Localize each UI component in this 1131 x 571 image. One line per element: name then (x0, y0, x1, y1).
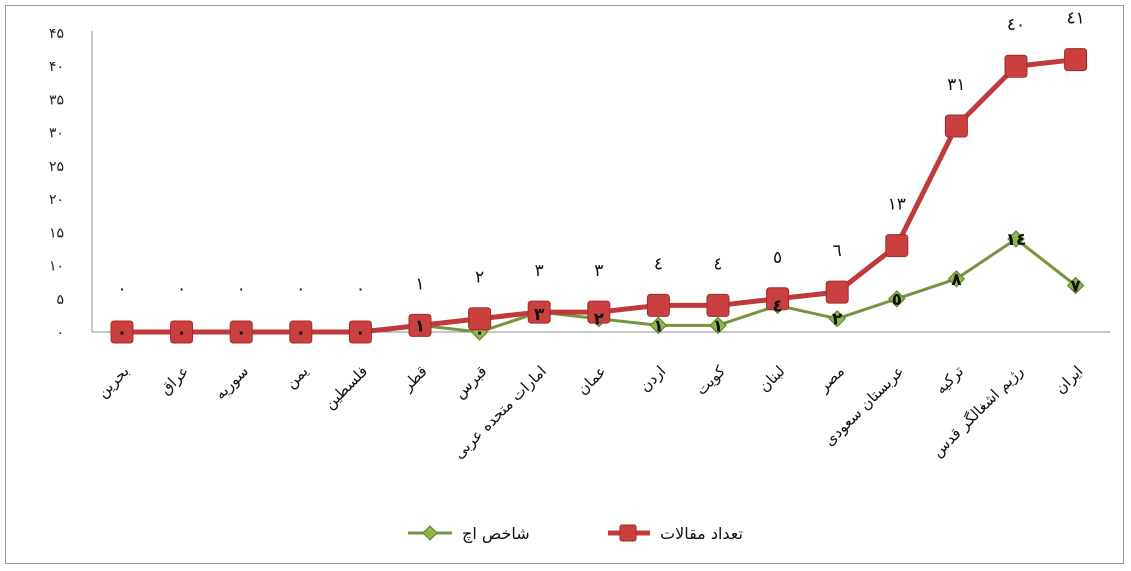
article-count-point (885, 234, 909, 258)
article-count-point (110, 320, 134, 344)
h-index-label: ٠ (117, 323, 127, 343)
article-count-label: ٦ (833, 241, 842, 261)
x-tick-label: لبنان (755, 362, 788, 395)
article-count-point (170, 320, 194, 344)
h-index-point (649, 316, 668, 335)
h-index-label: ٧ (1070, 276, 1081, 296)
h-index-label: ٨ (951, 270, 962, 290)
x-tick-label: سوریه (211, 362, 252, 403)
article-count-point (825, 280, 849, 304)
article-count-label: ٥ (773, 248, 782, 268)
x-tick-label: عراق (156, 362, 192, 398)
h-index-point (828, 310, 846, 328)
legend: تعداد مقالات شاخص اچ (408, 524, 743, 544)
x-tick-label: ترکیه (932, 362, 967, 397)
x-tick-label: قطر (398, 362, 431, 395)
legend-marker-h-index (422, 525, 438, 541)
x-tick-label: قبرس (451, 362, 491, 402)
series-line-articles (122, 57, 1076, 335)
h-index-point (1066, 276, 1085, 295)
article-count-label: ٤١ (1066, 9, 1084, 29)
h-index-point (709, 316, 727, 335)
h-index-label: ٣ (534, 305, 545, 325)
article-count-label: ٠ (356, 279, 365, 299)
h-index-label: ١ (713, 316, 723, 336)
x-tick-label: فلسطین (320, 362, 371, 413)
article-count-point (766, 287, 790, 311)
y-tick-label: ١٠ (49, 259, 64, 275)
article-count-label: ٠ (117, 279, 126, 299)
h-index-point (1007, 230, 1025, 248)
y-tick-label: ۴۵ (49, 26, 64, 42)
h-index-point (888, 290, 906, 308)
x-tick-label: اردن (636, 362, 669, 395)
h-index-label: ١ (415, 316, 425, 336)
article-count-label: ٤ (713, 254, 722, 274)
article-count-label: ١ (415, 274, 424, 294)
article-count-label: ٠ (296, 279, 305, 299)
article-count-label: ٤٠ (1007, 15, 1025, 35)
y-axis-ticks: ٠ ۵ ١٠ ١۵ ٢٠ ٢۵ ٣٠ ٣۵ ۴٠ ۴۵ (49, 26, 64, 341)
h-index-label: ٤ (772, 296, 782, 316)
article-count-label: ٣١ (947, 75, 965, 95)
article-count-point (229, 320, 253, 344)
y-tick-label: ٠ (56, 325, 64, 341)
h-index-label: ٠ (355, 323, 365, 343)
series-markers (110, 48, 1088, 344)
x-tick-label: کویت (692, 361, 729, 398)
article-count-label: ٢ (475, 268, 484, 288)
article-count-point (468, 307, 492, 331)
h-index-label: ٥ (892, 290, 902, 310)
h-index-label: ١٤ (1006, 230, 1027, 250)
article-count-label: ٣ (535, 261, 544, 281)
h-index-label: ٠ (474, 323, 484, 343)
h-index-label: ٢ (594, 310, 605, 330)
legend-label-h-index: شاخص اچ (462, 524, 530, 544)
article-count-point (408, 313, 432, 337)
article-count-point (348, 320, 372, 344)
x-tick-label: ایران (1051, 362, 1086, 397)
article-count-point (944, 114, 968, 138)
article-count-point (646, 293, 670, 317)
h-index-label: ٠ (296, 323, 306, 343)
y-tick-label: ٢٠ (49, 192, 64, 208)
article-count-label: ١٣ (888, 195, 906, 215)
article-count-label: ٣ (594, 261, 603, 281)
y-tick-label: ١۵ (49, 225, 64, 241)
article-count-point (289, 320, 313, 344)
y-tick-label: ۴٠ (49, 59, 64, 75)
y-tick-label: ٢۵ (49, 159, 64, 175)
y-tick-label: ٣٠ (49, 126, 64, 142)
h-index-label: ٠ (176, 323, 186, 343)
y-tick-label: ۵ (56, 292, 64, 308)
x-tick-label: عمان (573, 362, 609, 398)
h-index-label: ٢ (832, 310, 843, 330)
article-count-point (527, 300, 551, 324)
x-tick-label: بحرین (93, 362, 132, 401)
legend-label-articles: تعداد مقالات (660, 524, 743, 543)
article-count-point (1004, 54, 1028, 78)
article-count-point (587, 300, 611, 324)
h-index-label: ١ (653, 316, 663, 336)
article-count-point (706, 293, 730, 317)
article-count-label: ٠ (237, 279, 246, 299)
x-tick-label: مصر (814, 362, 848, 396)
series-lines (122, 57, 1077, 335)
article-count-point (1064, 48, 1088, 72)
x-tick-label: یمن (282, 362, 312, 392)
article-count-label: ٤ (654, 254, 663, 274)
h-index-label: ٠ (236, 323, 246, 343)
y-tick-label: ٣۵ (49, 92, 64, 108)
article-count-label: ٠ (177, 279, 186, 299)
legend-marker-articles (619, 524, 637, 542)
h-index-point (947, 270, 966, 288)
